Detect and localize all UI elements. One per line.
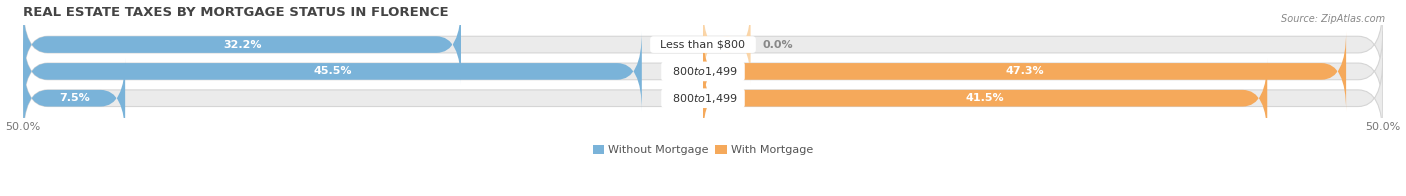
FancyBboxPatch shape [22, 5, 461, 84]
Text: 47.3%: 47.3% [1005, 66, 1043, 76]
Text: 41.5%: 41.5% [966, 93, 1004, 103]
Text: $800 to $1,499: $800 to $1,499 [665, 92, 741, 105]
Text: 7.5%: 7.5% [59, 93, 90, 103]
FancyBboxPatch shape [22, 5, 1384, 84]
FancyBboxPatch shape [22, 31, 1384, 111]
FancyBboxPatch shape [22, 31, 641, 111]
Text: 45.5%: 45.5% [314, 66, 352, 76]
FancyBboxPatch shape [703, 58, 1267, 138]
Text: $800 to $1,499: $800 to $1,499 [665, 65, 741, 78]
Text: Less than $800: Less than $800 [654, 40, 752, 50]
Legend: Without Mortgage, With Mortgage: Without Mortgage, With Mortgage [588, 141, 818, 160]
Text: REAL ESTATE TAXES BY MORTGAGE STATUS IN FLORENCE: REAL ESTATE TAXES BY MORTGAGE STATUS IN … [22, 5, 449, 19]
Text: 32.2%: 32.2% [222, 40, 262, 50]
FancyBboxPatch shape [703, 31, 1346, 111]
FancyBboxPatch shape [22, 58, 125, 138]
FancyBboxPatch shape [22, 58, 1384, 138]
FancyBboxPatch shape [703, 5, 751, 84]
Text: Source: ZipAtlas.com: Source: ZipAtlas.com [1281, 14, 1385, 24]
Text: 0.0%: 0.0% [762, 40, 793, 50]
